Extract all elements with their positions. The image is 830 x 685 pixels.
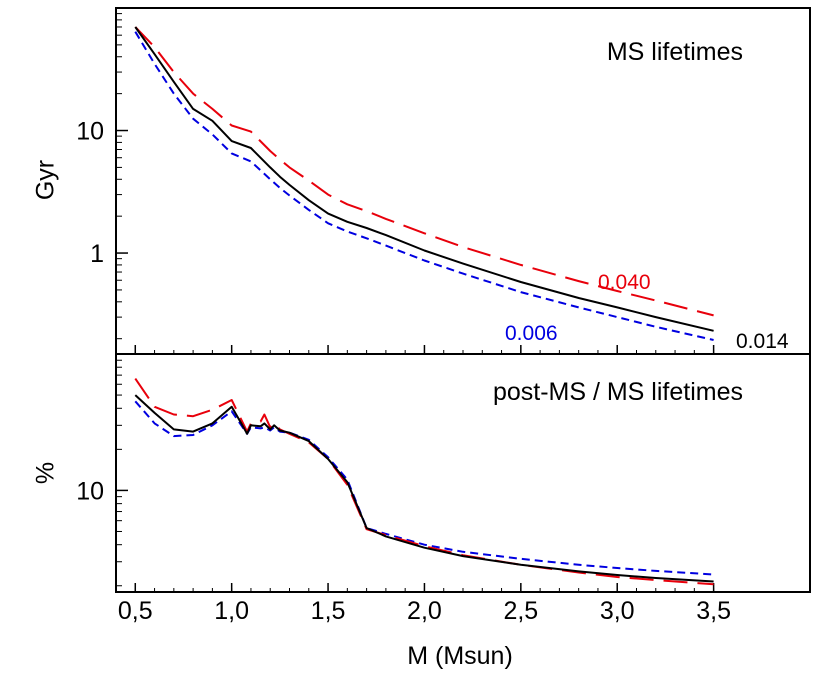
y-tick-label: 1 — [90, 240, 104, 268]
top-panel-ylabel: Gyr — [32, 160, 60, 200]
x-tick-label: 1,0 — [214, 597, 249, 625]
panel-ms-lifetimes: 1 10 MS lifetimes Gyr 0.014 0.040 0.006 — [32, 7, 811, 355]
top-panel-series — [134, 26, 714, 341]
series-line-0014 — [134, 394, 714, 583]
y-tick-label: 10 — [76, 477, 104, 505]
x-tick-label: 3,5 — [696, 597, 731, 625]
bottom-panel-title: post-MS / MS lifetimes — [493, 378, 743, 406]
top-panel-title: MS lifetimes — [607, 38, 743, 66]
bottom-panel-series — [134, 378, 714, 586]
x-tick-label: 3,0 — [600, 597, 635, 625]
x-axis-tick-labels: 0,5 1,0 1,5 2,0 2,5 3,0 3,5 — [118, 597, 731, 625]
series-label-0014: 0.014 — [736, 330, 789, 353]
bottom-panel-ticks: 10 — [76, 353, 715, 592]
bottom-panel-ylabel: % — [32, 462, 60, 484]
series-line-0006 — [134, 400, 714, 576]
series-line-0006 — [134, 31, 714, 341]
y-tick-label: 10 — [76, 118, 104, 146]
series-line-0040 — [134, 26, 714, 317]
panel-post-ms-ratio: 10 post-MS / MS lifetimes % — [32, 353, 811, 593]
series-label-0006: 0.006 — [505, 322, 558, 345]
x-tick-label: 0,5 — [118, 597, 153, 625]
series-label-0040: 0.040 — [598, 271, 651, 294]
series-line-0014 — [134, 26, 714, 332]
x-tick-label: 2,0 — [407, 597, 442, 625]
x-tick-label: 2,5 — [503, 597, 538, 625]
series-line-0040 — [134, 378, 714, 586]
x-tick-label: 1,5 — [311, 597, 346, 625]
x-axis-label: M (Msun) — [407, 642, 513, 670]
